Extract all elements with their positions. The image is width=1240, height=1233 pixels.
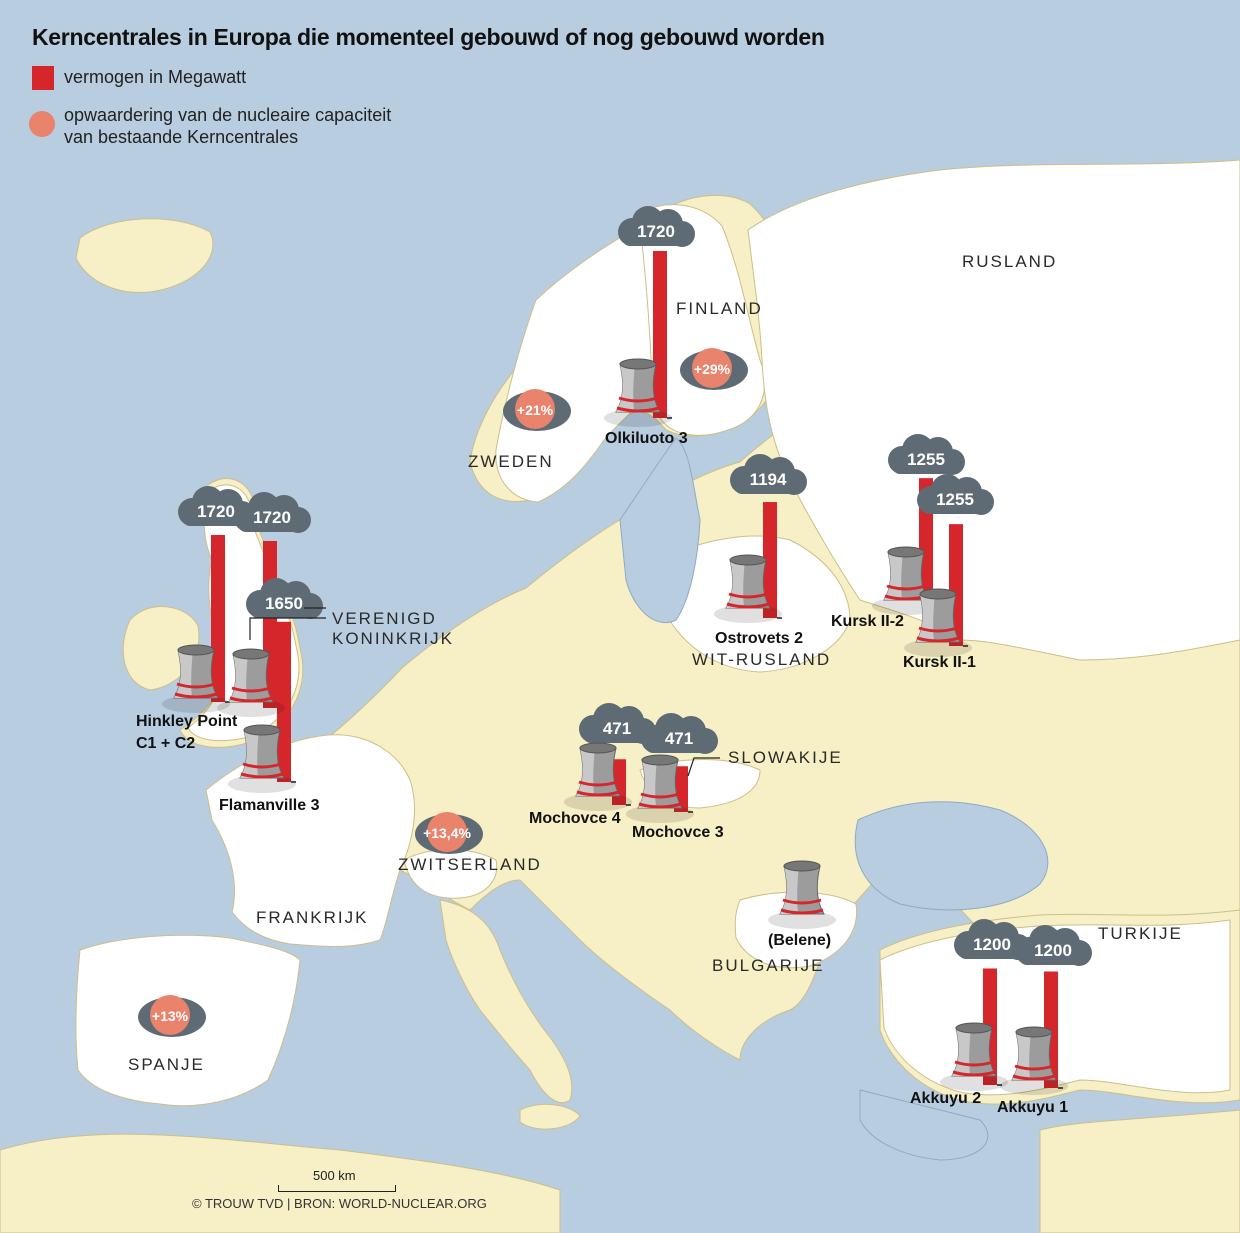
country-label-rusland: RUSLAND <box>962 252 1058 271</box>
cloud-kursk1: 1255 <box>917 474 994 515</box>
cloud-hinkley_c2: 1720 <box>234 492 311 533</box>
bar-hinkley_c1 <box>211 534 225 702</box>
plant-label-belene: (Belene) <box>768 932 832 949</box>
plant-label-flamanville-3: Flamanville 3 <box>219 797 320 814</box>
cloud-kursk2: 1255 <box>888 434 965 475</box>
upgrade-marker-spain: +13% <box>138 995 206 1037</box>
scale-bar <box>278 1185 396 1192</box>
mw-label-hinkley_c1: 1720 <box>197 502 235 521</box>
legend-bar-swatch <box>32 66 54 90</box>
highlighted-countries <box>75 159 1240 1107</box>
cloud-akkuyu1: 1200 <box>1015 925 1092 966</box>
plant-label-hinkley-1: Hinkley Point <box>136 713 238 730</box>
capacity-clouds: 1720 1720 1720 1650 1194 1255 1255 471 471 1200 12… <box>178 206 1092 966</box>
mw-label-mochovce3: 471 <box>665 729 693 748</box>
page-title: Kerncentrales in Europa die momenteel ge… <box>32 24 825 50</box>
legend-upgrade-label-2: van bestaande Kerncentrales <box>64 127 299 147</box>
country-label-vk-2: KONINKRIJK <box>332 629 455 648</box>
scale-label: 500 km <box>313 1168 356 1183</box>
mw-label-akkuyu1: 1200 <box>1034 941 1072 960</box>
cloud-ostrovets: 1194 <box>730 454 807 495</box>
country-label-witrusland: WIT-RUSLAND <box>692 650 832 669</box>
cloud-akkuyu2: 1200 <box>954 919 1031 960</box>
country-label-slowakije: SLOWAKIJE <box>728 748 843 767</box>
mw-label-olkiluoto: 1720 <box>637 222 675 241</box>
cloud-olkiluoto: 1720 <box>618 206 695 247</box>
country-label-zweden: ZWEDEN <box>468 452 554 471</box>
plant-label-ostrovets-2: Ostrovets 2 <box>715 630 804 647</box>
seas <box>619 437 1049 1161</box>
plant-label-mochovce-3: Mochovce 3 <box>632 824 724 841</box>
legend-upgrade-label-1: opwaardering van de nucleaire capaciteit <box>64 105 392 125</box>
mw-label-akkuyu2: 1200 <box>973 935 1011 954</box>
country-label-turkije: TURKIJE <box>1098 924 1183 943</box>
cloud-mochovce3: 471 <box>641 713 718 754</box>
cloud-flamanville: 1650 <box>246 578 323 619</box>
bar-ostrovets <box>763 502 777 618</box>
upgrade-label-switzerland: +13,4% <box>423 825 471 841</box>
upgrade-marker-sweden: +21% <box>503 389 571 431</box>
country-label-bulgarije: BULGARIJE <box>712 956 825 975</box>
plant-label-hinkley-2: C1 + C2 <box>136 735 196 752</box>
upgrade-marker-finland: +29% <box>680 348 748 390</box>
country-label-zwitserland: ZWITSERLAND <box>398 855 542 874</box>
legend-upgrade-swatch <box>29 111 55 137</box>
upgrade-markers: +29% +21% +13,4% +13% <box>138 348 748 1037</box>
legend-capacity-label: vermogen in Megawatt <box>64 67 247 87</box>
mw-label-kursk1: 1255 <box>936 490 974 509</box>
mw-label-hinkley_c2: 1720 <box>253 508 291 527</box>
upgrade-label-sweden: +21% <box>517 402 554 418</box>
plant-label-kursk-ii-2: Kursk II-2 <box>831 613 904 630</box>
country-label-frankrijk: FRANKRIJK <box>256 908 369 927</box>
mw-label-flamanville: 1650 <box>265 594 303 613</box>
bar-olkiluoto <box>653 250 667 418</box>
plant-label-akkuyu-2: Akkuyu 2 <box>910 1090 982 1107</box>
upgrade-label-finland: +29% <box>694 361 731 377</box>
plant-label-mochovce-4: Mochovce 4 <box>529 810 621 827</box>
leader-lines <box>249 607 720 777</box>
mw-label-ostrovets: 1194 <box>750 470 787 489</box>
bar-flamanville <box>277 621 291 782</box>
plant-label-olkiluoto-3: Olkiluoto 3 <box>605 430 688 447</box>
country-label-spanje: SPANJE <box>128 1055 205 1074</box>
country-label-finland: FINLAND <box>676 299 763 318</box>
cloud-mochovce4: 471 <box>579 703 656 744</box>
upgrade-label-spain: +13% <box>152 1008 189 1024</box>
mw-label-kursk2: 1255 <box>907 450 945 469</box>
country-label-vk-1: VERENIGD <box>332 609 437 628</box>
plant-label-akkuyu-1: Akkuyu 1 <box>997 1099 1069 1116</box>
source-credit: © TROUW TVD | BRON: WORLD-NUCLEAR.ORG <box>192 1196 487 1211</box>
plant-label-kursk-ii-1: Kursk II-1 <box>903 654 976 671</box>
cloud-hinkley_c1: 1720 <box>178 486 255 527</box>
upgrade-marker-switzerland: +13,4% <box>415 812 483 854</box>
mw-label-mochovce4: 471 <box>603 719 631 738</box>
